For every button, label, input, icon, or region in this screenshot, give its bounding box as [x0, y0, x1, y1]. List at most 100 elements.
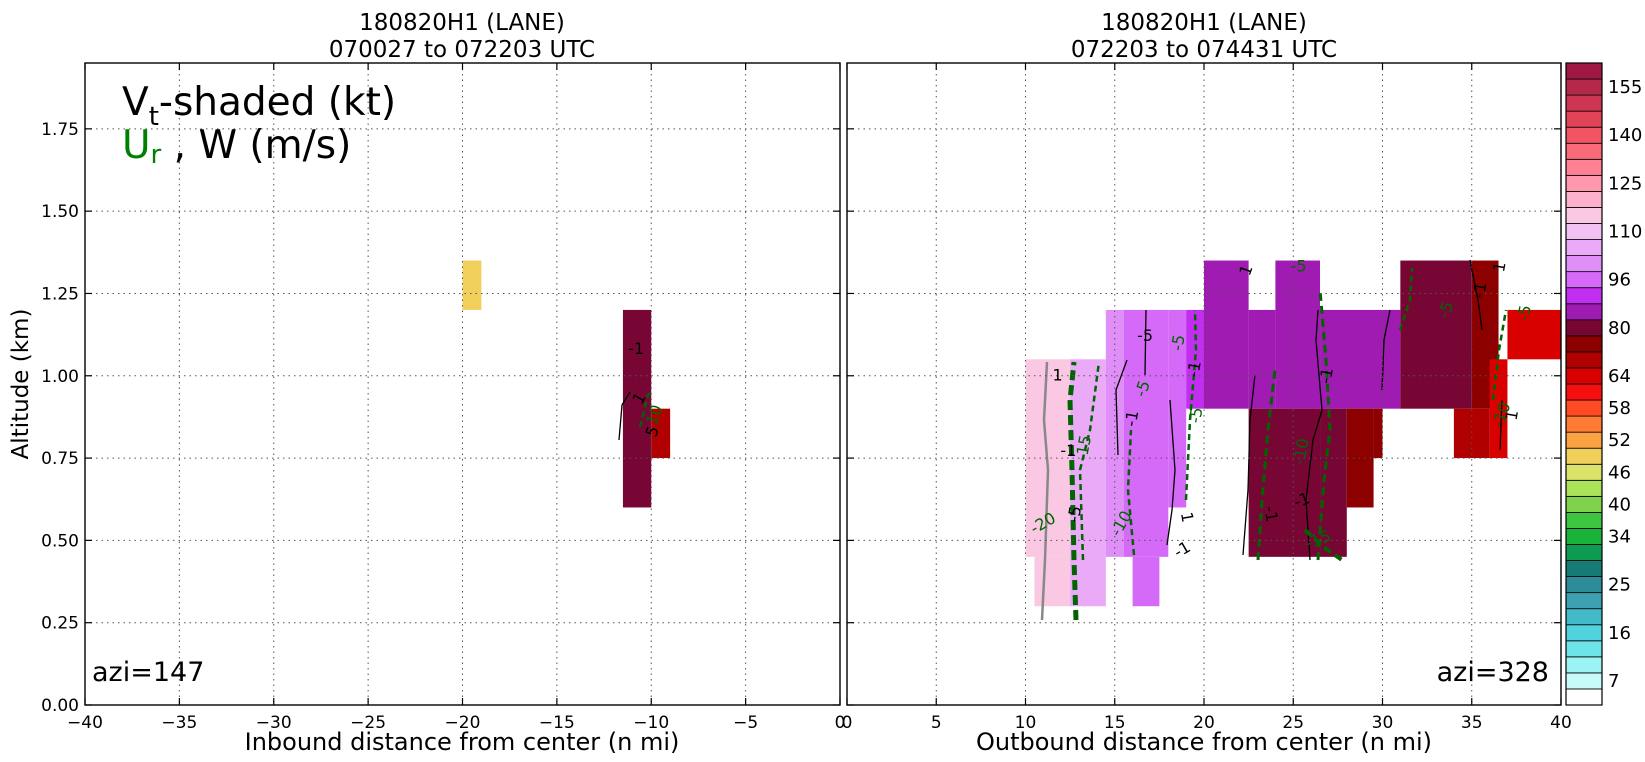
y-tick-label: 0.75 [41, 449, 79, 469]
colorbar-swatch [1565, 223, 1603, 240]
x-tick-label: 10 [1015, 713, 1037, 733]
colorbar-tick-label: 96 [1608, 270, 1631, 291]
colorbar-tick-label: 52 [1608, 430, 1631, 451]
colorbar-swatch [1565, 431, 1603, 449]
vt-legend-annotation: Vt-shaded (kt) Ur , W (m/s) [122, 80, 396, 170]
colorbar-tick-label: 7 [1608, 671, 1619, 692]
right-x-axis-label: Outbound distance from center (n mi) [976, 728, 1432, 756]
left-panel: −40 −35 −30 −25 −20 −15 −10 −5 0 0.00 0.25 0.50 0.75… [41, 10, 845, 756]
x-tick-label: 20 [1193, 713, 1215, 733]
colorbar-swatch [1565, 142, 1603, 160]
svg-text:Vt-shaded (kt): Vt-shaded (kt) [122, 80, 396, 132]
right-contour-lines [1040, 259, 1508, 621]
colorbar-swatch [1565, 78, 1603, 96]
vt-cell [1346, 408, 1374, 508]
colorbar-swatch [1565, 528, 1603, 545]
y-tick-label: 1.25 [41, 284, 79, 304]
colorbar-tick-label: 155 [1608, 77, 1642, 98]
colorbar-swatch [1565, 512, 1603, 529]
colorbar-swatch [1565, 624, 1603, 642]
colorbar-swatch [1565, 592, 1603, 610]
colorbar-tick-label: 140 [1608, 125, 1642, 146]
x-tick-label: −30 [256, 713, 292, 733]
colorbar-swatch [1565, 319, 1603, 337]
contour-label: -1 [1121, 409, 1142, 428]
contour-label: -1 [1170, 537, 1193, 561]
contour-label: 1 [1502, 408, 1522, 421]
contour-label: 1 [1489, 260, 1509, 273]
colorbar-swatch [1565, 255, 1603, 273]
x-tick-label: −10 [633, 713, 669, 733]
colorbar-swatch [1565, 576, 1603, 594]
left-title-line1: 180820H1 (LANE) [359, 10, 565, 36]
right-azimuth-label: azi=328 [1437, 657, 1549, 688]
contour-label: -5 [1514, 304, 1535, 323]
colorbar-tick-label: 58 [1608, 398, 1631, 419]
colorbar-frame [1565, 62, 1603, 706]
contour-label: -1 [1060, 441, 1076, 460]
vt-cell [1373, 408, 1383, 459]
colorbar-swatch [1565, 94, 1603, 112]
vt-cell [1034, 556, 1071, 607]
colorbar-swatch [1565, 239, 1603, 257]
vt-cell [1489, 359, 1508, 459]
colorbar-tick-label: 46 [1608, 462, 1631, 483]
colorbar-swatch [1565, 688, 1603, 706]
colorbar-tick-label: 40 [1608, 494, 1631, 515]
colorbar-swatch [1565, 158, 1603, 176]
y-tick-label: 1.75 [41, 120, 79, 140]
colorbar-swatch [1565, 415, 1603, 433]
colorbar-swatch [1565, 399, 1603, 417]
contour-label: -1 [1291, 488, 1312, 511]
x-tick-label: −15 [539, 713, 575, 733]
x-tick-label: −5 [733, 713, 758, 733]
contour-label: -5 [1131, 378, 1154, 399]
vt-cell [1275, 260, 1321, 409]
vt-cell [1105, 309, 1124, 557]
colorbar-swatch [1565, 174, 1603, 192]
x-tick-label: −40 [67, 713, 103, 733]
colorbar-swatch [1565, 335, 1603, 353]
colorbar-tick-label: 64 [1608, 366, 1631, 387]
contour-label: 1 [1053, 365, 1063, 384]
contour-label: 1 [1177, 510, 1197, 523]
colorbar-ticks: 7 16 25 34 40 46 52 58 64 80 96 110 125 140 155 [1608, 77, 1642, 692]
right-panel: 0 5 10 15 20 25 30 35 40 -20 -5-15-11-10-5-5-11-1… [842, 10, 1572, 756]
colorbar-swatch [1565, 287, 1603, 305]
colorbar-tick-label: 16 [1608, 623, 1631, 644]
left-x-axis-label: Inbound distance from center (n mi) [245, 728, 680, 756]
contour-label: -5 [1064, 504, 1085, 523]
colorbar-swatch [1565, 447, 1603, 465]
contour-label: -1 [628, 339, 644, 358]
contour-label: -1 [1260, 504, 1281, 523]
contour-label: -1 [1469, 280, 1490, 299]
colorbar-tick-label: 110 [1608, 222, 1642, 243]
y-tick-label: 1.50 [41, 202, 79, 222]
colorbar-swatch [1565, 656, 1603, 674]
colorbar: 7 16 25 34 40 46 52 58 64 80 96 110 125 140 155 [1565, 62, 1642, 706]
x-tick-label: 25 [1282, 713, 1304, 733]
svg-text:Ur , W (m/s): Ur , W (m/s) [122, 123, 351, 170]
vt-cell [1204, 260, 1249, 409]
vt-cell [1453, 408, 1490, 459]
vt-cell [1507, 309, 1561, 360]
contour-label: -5 [1185, 406, 1206, 425]
left-ticks: −40 −35 −30 −25 −20 −15 −10 −5 0 0.00 0.25 0.50 0.75… [41, 63, 845, 733]
colorbar-boxes [1565, 62, 1603, 706]
y-tick-label: 0.00 [41, 696, 79, 716]
colorbar-swatch [1565, 463, 1603, 481]
x-tick-label: −20 [445, 713, 481, 733]
left-contour-lines [618, 391, 653, 441]
y-tick-label: 0.25 [41, 614, 79, 634]
contour-label: -10 [1290, 437, 1313, 466]
contour-label: -5 [1167, 333, 1188, 352]
contour-label: -5 [1291, 257, 1307, 276]
x-tick-label: 0 [842, 713, 853, 733]
contour-label: -1 [1315, 366, 1336, 385]
vt-cell [622, 309, 652, 508]
x-tick-label: −35 [161, 713, 197, 733]
colorbar-swatch [1565, 672, 1603, 690]
x-tick-label: −25 [350, 713, 386, 733]
colorbar-swatch [1565, 190, 1603, 208]
y-tick-label: 1.00 [41, 367, 79, 387]
